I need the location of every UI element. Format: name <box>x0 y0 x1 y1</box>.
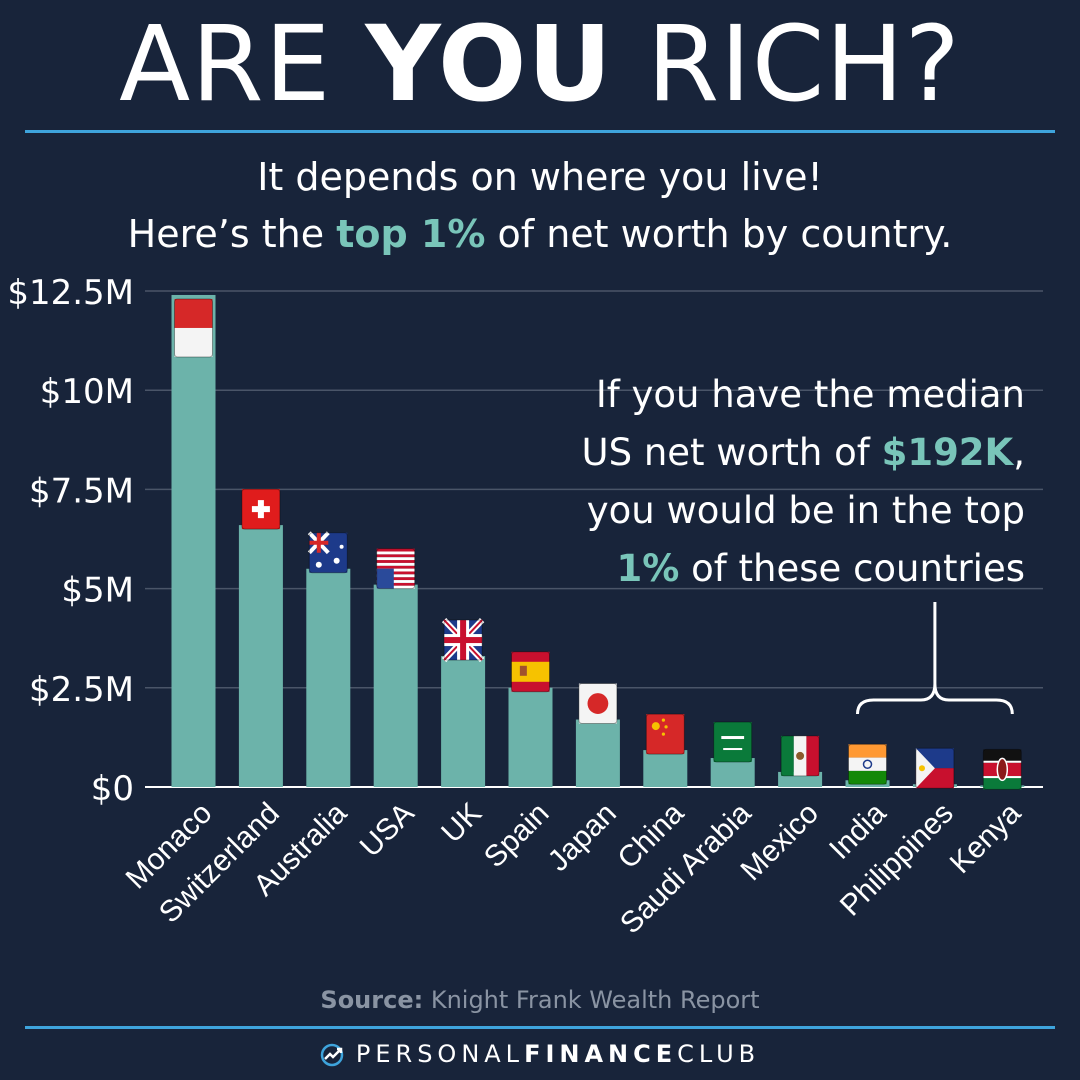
x-tick-label: USA <box>354 797 421 864</box>
bar-uk <box>441 656 486 787</box>
x-tick-label: Spain <box>478 797 556 875</box>
title-part-you: YOU <box>365 3 613 125</box>
callout-line-4: 1% of these countries <box>465 540 1025 598</box>
callout-percent: 1% <box>616 547 680 590</box>
x-tick-label: Kenya <box>944 796 1028 880</box>
callout-line-3: you would be in the top <box>586 489 1025 532</box>
subtitle-line-1: It depends on where you live! <box>257 155 823 199</box>
india-flag-icon <box>848 743 887 785</box>
y-tick-label: $5M <box>61 571 134 611</box>
x-tick-label: Mexico <box>735 797 826 888</box>
bar-usa <box>373 584 418 787</box>
philippines-flag-icon <box>915 747 955 789</box>
switzerland-flag-icon <box>241 488 281 530</box>
monaco-flag-icon <box>174 298 213 358</box>
callout-line-2-post: , <box>1013 431 1025 474</box>
callout-text: If you have the median US net worth of $… <box>465 366 1026 598</box>
subtitle-line-2-post: of net worth by country. <box>485 212 953 256</box>
net-worth-bar-chart: $0$2.5M$5M$7.5M$10M$12.5M MonacoSwitzerl… <box>7 273 1043 940</box>
callout-line-4-post: of these countries <box>679 547 1025 590</box>
mexico-flag-icon <box>780 735 820 777</box>
bar-switzerland <box>238 525 283 787</box>
y-tick-label: $12.5M <box>7 273 134 313</box>
trend-logo-icon <box>320 1043 344 1067</box>
title-part-rich: RICH? <box>612 3 961 125</box>
spain-flag-icon <box>511 651 550 693</box>
bar-monaco <box>171 294 216 787</box>
y-tick-label: $7.5M <box>29 471 134 511</box>
y-tick-label: $0 <box>91 769 134 809</box>
uk-flag-icon <box>441 617 485 663</box>
bar-saudi-arabia <box>710 758 755 787</box>
bar-japan <box>575 719 620 787</box>
y-tick-label: $10M <box>40 372 134 412</box>
bar-spain <box>508 687 553 787</box>
bracket-path <box>856 602 1014 715</box>
x-tick-label: UK <box>435 797 488 850</box>
callout-median-value: $192K <box>881 431 1014 474</box>
japan-flag-icon <box>578 683 618 725</box>
callout-line-2-pre: US net worth of <box>581 431 882 474</box>
subtitle-accent: top 1% <box>336 212 486 256</box>
brand-footer: PERSONALFINANCECLUB <box>0 1040 1080 1068</box>
callout-line-1: If you have the median <box>595 373 1025 416</box>
kenya-flag-icon <box>982 748 1022 790</box>
source-note: Source: Knight Frank Wealth Report <box>0 986 1080 1014</box>
subtitle-line-2: Here’s the top 1% of net worth by countr… <box>0 205 1080 263</box>
callout-bracket <box>856 602 1014 715</box>
y-axis-ticks: $0 $2.5M $5M $7.5M $10M $12.5M <box>7 273 134 809</box>
y-tick-label: $2.5M <box>29 670 134 710</box>
bar-china <box>643 750 688 787</box>
callout-line-2: US net worth of $192K, <box>465 424 1026 482</box>
page-title: ARE YOU RICH? <box>0 0 1080 128</box>
title-part-are: ARE <box>119 3 366 125</box>
brand-bold: FINANCE <box>524 1040 678 1068</box>
australia-flag-icon <box>307 531 348 574</box>
bar-australia <box>306 568 351 787</box>
brand-light: PERSONAL <box>355 1040 525 1068</box>
source-label: Source: <box>320 986 424 1014</box>
saudi-arabia-flag-icon <box>713 721 753 763</box>
china-flag-icon <box>645 713 685 755</box>
brand-end: CLUB <box>677 1040 761 1068</box>
x-tick-label: Japan <box>542 797 623 878</box>
subtitle-line-2-pre: Here’s the <box>127 212 337 256</box>
source-text: Knight Frank Wealth Report <box>423 986 760 1014</box>
bottom-divider <box>25 1026 1055 1029</box>
usa-flag-icon <box>376 548 416 590</box>
top-divider <box>25 130 1055 133</box>
flags <box>174 298 1022 790</box>
